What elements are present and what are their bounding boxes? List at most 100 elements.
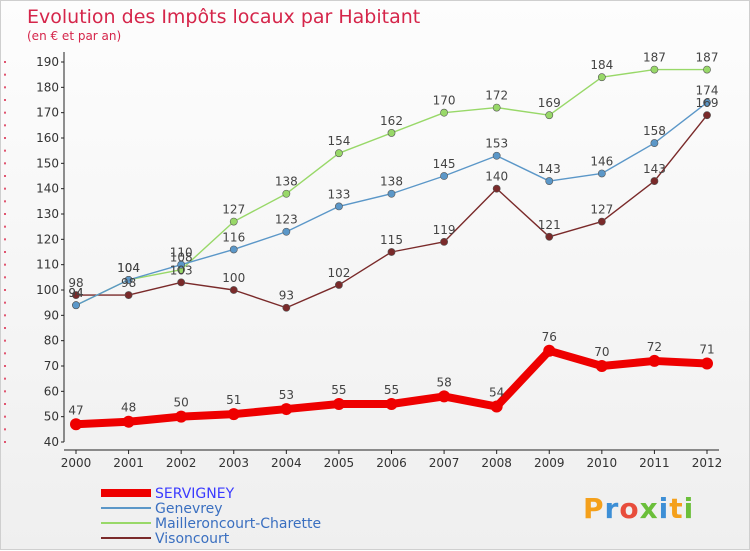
x-tick-label: 2012	[692, 456, 723, 470]
data-point	[440, 237, 448, 246]
data-point	[545, 177, 554, 185]
data-point	[332, 398, 345, 410]
legend: SERVIGNEYGenevreyMailleroncourt-Charette…	[101, 486, 321, 547]
data-label: 103	[170, 263, 193, 277]
margin-mark	[4, 187, 6, 190]
margin-mark	[4, 441, 6, 443]
y-tick-label: 80	[44, 334, 59, 348]
data-point	[545, 111, 554, 120]
data-label: 127	[222, 203, 245, 217]
y-tick-label: 40	[44, 435, 59, 449]
x-tick-label: 2006	[376, 456, 407, 470]
y-tick-label: 60	[44, 384, 59, 398]
margin-mark	[4, 314, 6, 317]
data-point	[177, 278, 186, 287]
data-label: 51	[226, 393, 241, 407]
data-point	[122, 415, 135, 428]
x-tick-label: 2007	[429, 456, 460, 470]
data-label: 172	[485, 89, 508, 103]
data-point	[335, 281, 343, 289]
data-label: 121	[538, 218, 561, 232]
data-point	[72, 301, 80, 310]
data-point	[282, 303, 291, 312]
data-label: 184	[590, 58, 613, 72]
data-label: 94	[68, 286, 83, 300]
data-label: 71	[699, 342, 714, 356]
data-point	[648, 354, 661, 367]
data-label: 138	[380, 175, 403, 189]
margin-mark	[4, 251, 6, 253]
data-label: 50	[174, 396, 189, 410]
margin-mark	[4, 327, 6, 329]
data-point	[280, 403, 293, 416]
data-point	[335, 149, 343, 158]
margin-mark	[4, 365, 6, 367]
chart-title: Evolution des Impôts locaux par Habitant	[27, 6, 420, 28]
margin-mark	[4, 377, 6, 380]
data-point	[72, 291, 80, 299]
proxiti-logo: Proxiti	[583, 492, 693, 525]
data-point	[175, 410, 188, 423]
y-tick-label: 170	[36, 106, 59, 120]
data-label: 98	[121, 276, 136, 290]
margin-mark	[4, 225, 6, 228]
x-tick-label: 2003	[218, 456, 249, 470]
x-tick-label: 2000	[61, 456, 92, 470]
data-label: 100	[222, 271, 245, 285]
data-label: 70	[594, 345, 609, 359]
margin-mark	[4, 339, 6, 342]
data-label: 94	[68, 286, 83, 300]
margin-mark	[4, 111, 6, 114]
y-tick-label: 190	[36, 55, 59, 69]
data-point	[282, 227, 291, 236]
data-point	[492, 184, 501, 193]
y-tick-label: 70	[44, 359, 59, 373]
data-point	[701, 357, 713, 370]
data-label: 98	[68, 276, 83, 290]
data-point	[335, 202, 343, 211]
data-point	[490, 400, 503, 413]
data-label: 174	[696, 84, 719, 98]
data-point	[597, 169, 606, 178]
margin-mark	[4, 390, 6, 393]
data-label: 54	[489, 386, 504, 400]
data-label: 140	[485, 170, 508, 184]
x-tick-label: 2010	[587, 456, 618, 470]
margin-mark	[4, 86, 6, 89]
data-label: 119	[433, 223, 456, 237]
margin-mark	[4, 263, 6, 266]
x-tick-label: 2009	[534, 456, 565, 470]
y-tick-label: 130	[36, 207, 59, 221]
margin-mark	[4, 213, 6, 215]
data-label: 110	[170, 246, 193, 260]
data-point	[597, 73, 606, 82]
data-label: 187	[643, 51, 666, 65]
x-tick-label: 2011	[639, 456, 670, 470]
series-layer	[70, 65, 713, 431]
data-labels: 98 98 103 100 93 102 115 119 140 121 127 143 169 94 10…	[68, 51, 718, 418]
margin-mark	[4, 428, 6, 431]
data-point	[440, 172, 448, 180]
margin-mark	[4, 124, 6, 127]
data-point	[177, 260, 186, 269]
data-label: 143	[538, 162, 561, 176]
data-label: 53	[279, 388, 294, 402]
data-point	[703, 65, 711, 74]
data-label: 133	[327, 187, 350, 201]
legend-label: Mailleroncourt-Charette	[155, 516, 321, 532]
data-label: 104	[117, 261, 140, 275]
y-tick-label: 50	[44, 410, 59, 424]
y-tick-label: 110	[36, 258, 59, 272]
data-label: 55	[384, 383, 399, 397]
data-point	[438, 390, 451, 403]
data-label: 115	[380, 233, 403, 247]
data-point	[543, 344, 556, 357]
data-label: 158	[643, 124, 666, 138]
data-point	[703, 98, 711, 107]
margin-mark	[4, 99, 6, 101]
margin-mark	[4, 61, 6, 63]
margin-mark	[4, 301, 6, 304]
data-point	[229, 217, 238, 226]
